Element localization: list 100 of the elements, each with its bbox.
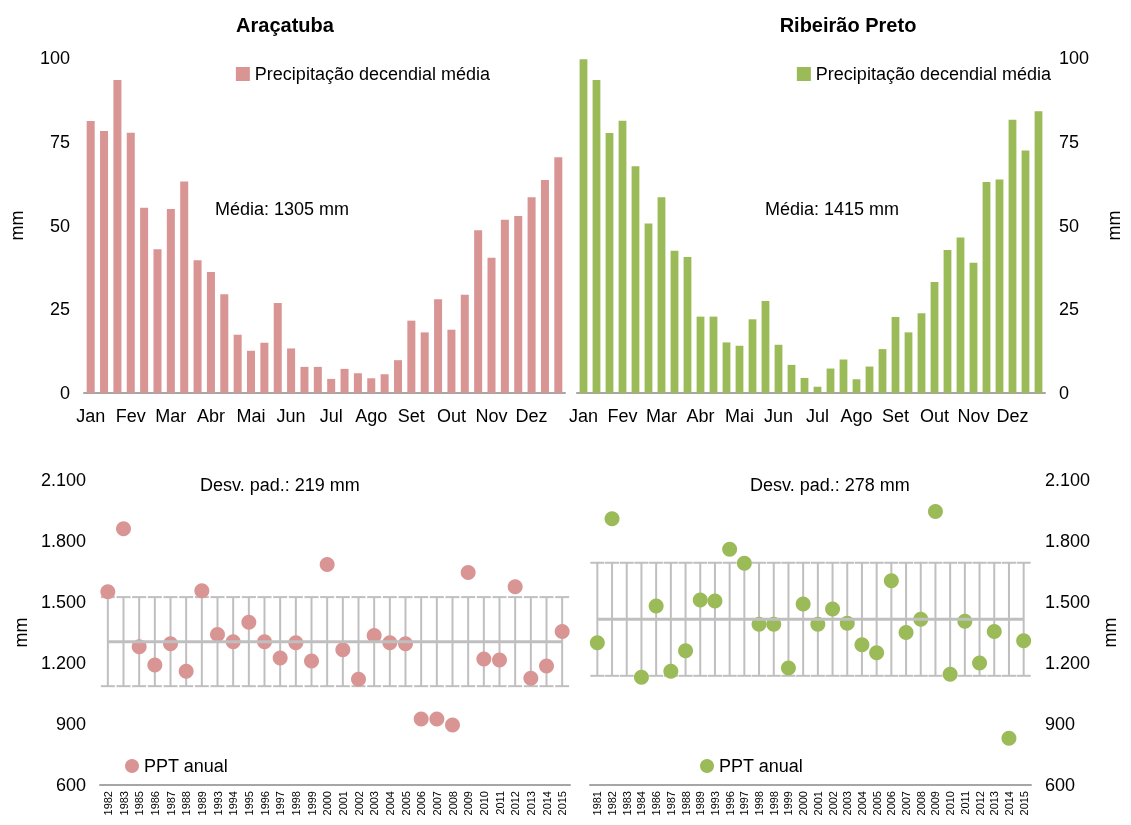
x-tick-label: 1996 xyxy=(723,791,736,816)
bar xyxy=(474,230,483,393)
y-axis-title: mm xyxy=(11,617,32,648)
x-tick-label: Nov xyxy=(475,406,508,426)
bar xyxy=(1034,111,1043,393)
point xyxy=(429,711,445,727)
point xyxy=(707,593,723,609)
x-tick-label: 2006 xyxy=(415,791,428,816)
x-tick-label: 2001 xyxy=(811,791,824,816)
point xyxy=(854,637,870,653)
y-tick-label: 1.200 xyxy=(40,653,86,673)
x-tick-label: 2002 xyxy=(352,791,365,816)
x-tick-label: 1993 xyxy=(211,791,224,816)
bar xyxy=(761,300,770,393)
y-tick-label: 600 xyxy=(55,775,86,795)
x-tick-label: Dez xyxy=(996,406,1029,426)
bar xyxy=(969,262,978,393)
x-tick-label: 1981 xyxy=(591,791,604,816)
point xyxy=(927,504,943,520)
bar xyxy=(891,316,900,393)
y2-tick-label: 25 xyxy=(1059,299,1080,320)
y-tick-label: 50 xyxy=(49,215,70,236)
point xyxy=(648,598,664,614)
point xyxy=(304,653,319,669)
x-tick-label: Jan xyxy=(568,406,599,426)
x-tick-label: Dez xyxy=(515,406,548,426)
point xyxy=(722,541,738,557)
bar xyxy=(287,348,296,393)
y-tick-label: 1.500 xyxy=(40,592,86,612)
bar xyxy=(527,197,536,393)
x-tick-label: 2000 xyxy=(321,791,334,816)
point xyxy=(241,614,257,630)
x-tick-label: 1999 xyxy=(782,791,795,816)
x-tick-label: Out xyxy=(436,406,466,426)
x-tick-label: Ago xyxy=(355,406,388,426)
x-tick-label: 1989 xyxy=(694,791,707,816)
bar xyxy=(554,157,563,393)
point xyxy=(554,623,570,639)
bar xyxy=(487,257,496,393)
x-tick-label: 1987 xyxy=(164,791,177,816)
x-tick-label: 2010 xyxy=(944,791,957,816)
x-tick-label: 1983 xyxy=(620,791,633,816)
bar xyxy=(956,237,965,393)
x-tick-label: Mai xyxy=(724,406,755,426)
legend-label: PPT anual xyxy=(144,756,228,776)
bar xyxy=(1021,150,1030,393)
x-tick-label: 2005 xyxy=(870,791,883,816)
bar xyxy=(273,302,282,393)
bar xyxy=(247,350,256,393)
point xyxy=(972,655,988,671)
bar xyxy=(904,332,913,393)
x-tick-label: Jun xyxy=(276,406,306,426)
bar xyxy=(434,299,443,393)
point xyxy=(507,579,523,595)
bar xyxy=(86,120,95,393)
bar xyxy=(930,282,939,393)
bar xyxy=(166,209,175,393)
x-tick-label: 1985 xyxy=(133,791,146,816)
x-tick-label: 1987 xyxy=(664,791,677,816)
y2-axis-title: mm xyxy=(1104,210,1124,241)
x-tick-label: Jun xyxy=(763,406,794,426)
bar xyxy=(683,256,692,393)
y-tick-label: 100 xyxy=(39,48,70,68)
x-tick-label: Set xyxy=(397,406,425,426)
y2-tick-label: 100 xyxy=(1059,48,1090,68)
bar xyxy=(657,197,666,393)
x-tick-label: 2001 xyxy=(336,791,349,816)
x-tick-label: 1998 xyxy=(753,791,766,816)
bar xyxy=(878,349,887,393)
bar xyxy=(220,294,229,393)
y2-axis-title: mm xyxy=(1099,617,1120,648)
bar xyxy=(206,272,215,393)
bar xyxy=(917,313,926,393)
y2-tick-label: 1.800 xyxy=(1045,531,1091,551)
x-tick-label: 2015 xyxy=(556,791,569,816)
y-tick-label: 75 xyxy=(49,131,70,152)
bar xyxy=(327,378,336,393)
x-tick-label: 2008 xyxy=(914,791,927,816)
legend-label: PPT anual xyxy=(719,756,803,776)
x-tick-label: 2007 xyxy=(900,791,913,816)
bar xyxy=(447,329,456,393)
x-tick-label: 2013 xyxy=(524,791,537,816)
x-tick-label: 1986 xyxy=(148,791,161,816)
bar xyxy=(340,368,349,393)
x-tick-label: 2014 xyxy=(1002,791,1015,816)
point xyxy=(825,601,841,617)
x-tick-label: 2009 xyxy=(462,791,475,816)
x-tick-label: 2015 xyxy=(1017,791,1030,816)
bar xyxy=(852,379,861,393)
bar xyxy=(995,179,1004,393)
x-tick-label: 1998 xyxy=(289,791,302,816)
bar xyxy=(618,120,627,393)
x-tick-label: 1989 xyxy=(195,791,208,816)
y2-tick-label: 1.200 xyxy=(1045,653,1091,673)
bar xyxy=(420,332,429,393)
y-tick-label: 900 xyxy=(55,714,86,734)
x-tick-label: Ago xyxy=(840,406,873,426)
point xyxy=(883,573,899,589)
chart-title: Araçatuba xyxy=(236,14,335,36)
point xyxy=(589,635,605,651)
